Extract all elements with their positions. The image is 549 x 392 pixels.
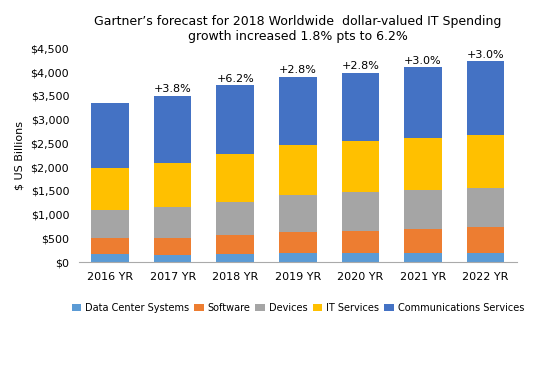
Bar <box>154 207 192 238</box>
Bar <box>467 253 504 262</box>
Bar <box>216 254 254 262</box>
Bar <box>91 211 129 238</box>
Bar <box>279 232 317 254</box>
Bar <box>154 96 192 163</box>
Bar <box>279 195 317 232</box>
Y-axis label: $ US Billions: $ US Billions <box>15 121 25 190</box>
Bar <box>467 135 504 188</box>
Bar <box>154 163 192 207</box>
Bar <box>279 145 317 195</box>
Title: Gartner’s forecast for 2018 Worldwide  dollar-valued IT Spending
growth increase: Gartner’s forecast for 2018 Worldwide do… <box>94 15 501 43</box>
Bar <box>154 255 192 262</box>
Bar <box>279 254 317 262</box>
Text: +3.0%: +3.0% <box>404 56 441 66</box>
Bar <box>91 254 129 262</box>
Bar <box>91 238 129 254</box>
Bar <box>341 73 379 141</box>
Bar <box>216 235 254 254</box>
Bar <box>341 253 379 262</box>
Text: +2.8%: +2.8% <box>341 62 379 71</box>
Bar <box>404 229 441 253</box>
Bar <box>467 227 504 253</box>
Text: +6.2%: +6.2% <box>216 74 254 83</box>
Bar <box>467 61 504 135</box>
Bar <box>154 238 192 255</box>
Bar <box>341 141 379 192</box>
Legend: Data Center Systems, Software, Devices, IT Services, Communications Services: Data Center Systems, Software, Devices, … <box>68 299 528 317</box>
Text: +3.0%: +3.0% <box>467 50 504 60</box>
Bar <box>404 138 441 190</box>
Bar <box>216 201 254 235</box>
Text: +2.8%: +2.8% <box>279 65 317 75</box>
Bar <box>467 188 504 227</box>
Bar <box>404 253 441 262</box>
Bar <box>404 190 441 229</box>
Bar <box>216 154 254 201</box>
Bar <box>91 103 129 168</box>
Bar <box>216 85 254 154</box>
Bar <box>341 231 379 253</box>
Bar <box>404 67 441 138</box>
Text: +3.8%: +3.8% <box>154 84 192 94</box>
Bar <box>341 192 379 231</box>
Bar <box>91 168 129 211</box>
Bar <box>279 77 317 145</box>
